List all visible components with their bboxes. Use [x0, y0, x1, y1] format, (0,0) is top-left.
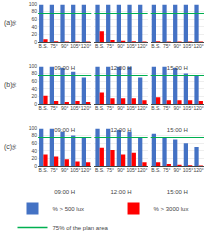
svg-text:75°: 75° [50, 43, 58, 49]
svg-text:%: % [11, 20, 17, 26]
svg-text:120°: 120° [193, 167, 203, 173]
svg-text:75°: 75° [50, 105, 58, 111]
svg-text:90°: 90° [174, 43, 182, 49]
svg-text:100: 100 [29, 1, 38, 7]
svg-text:105°: 105° [70, 167, 80, 173]
svg-text:%: % [11, 144, 17, 150]
svg-text:20: 20 [31, 93, 37, 99]
svg-text:60: 60 [31, 78, 37, 84]
svg-text:105°: 105° [70, 105, 80, 111]
svg-text:20: 20 [31, 31, 37, 37]
svg-text:100: 100 [29, 63, 38, 69]
svg-text:80: 80 [31, 132, 37, 138]
svg-text:B.S.: B.S. [95, 105, 104, 111]
svg-text:75% of the plan area: 75% of the plan area [53, 225, 109, 231]
svg-text:20: 20 [31, 155, 37, 161]
svg-text:15:00 H: 15:00 H [167, 65, 188, 71]
svg-text:75°: 75° [107, 167, 115, 173]
svg-text:B.S.: B.S. [151, 105, 160, 111]
svg-text:15:00 H: 15:00 H [167, 127, 188, 133]
svg-text:75°: 75° [107, 43, 115, 49]
svg-text:12:00 H: 12:00 H [110, 65, 131, 71]
svg-text:90°: 90° [117, 43, 125, 49]
svg-text:105°: 105° [126, 167, 136, 173]
svg-text:B.S.: B.S. [39, 43, 48, 49]
svg-text:90°: 90° [61, 167, 69, 173]
svg-text:105°: 105° [183, 43, 193, 49]
svg-text:80: 80 [31, 8, 37, 14]
svg-text:120°: 120° [193, 105, 203, 111]
svg-text:0: 0 [34, 39, 37, 45]
svg-text:75°: 75° [163, 167, 171, 173]
svg-text:B.S.: B.S. [95, 43, 104, 49]
svg-text:75°: 75° [163, 105, 171, 111]
svg-text:90°: 90° [61, 43, 69, 49]
svg-text:75°: 75° [163, 43, 171, 49]
svg-text:09:00 H: 09:00 H [54, 65, 75, 71]
svg-text:(c): (c) [4, 143, 12, 151]
svg-text:100: 100 [29, 125, 38, 131]
svg-text:80: 80 [31, 70, 37, 76]
svg-text:B.S.: B.S. [39, 105, 48, 111]
svg-text:105°: 105° [126, 43, 136, 49]
svg-text:105°: 105° [183, 167, 193, 173]
svg-text:09:00 H: 09:00 H [54, 189, 75, 195]
svg-text:B.S.: B.S. [151, 167, 160, 173]
svg-text:90°: 90° [174, 105, 182, 111]
svg-text:120°: 120° [137, 167, 147, 173]
svg-text:60: 60 [31, 16, 37, 22]
svg-text:90°: 90° [174, 167, 182, 173]
svg-text:90°: 90° [61, 105, 69, 111]
svg-text:75°: 75° [50, 167, 58, 173]
svg-text:(a): (a) [4, 19, 13, 27]
svg-text:09:00 H: 09:00 H [54, 127, 75, 133]
svg-text:0: 0 [34, 163, 37, 169]
svg-text:% > 500 lux: % > 500 lux [53, 206, 85, 212]
svg-text:120°: 120° [81, 43, 91, 49]
svg-text:B.S.: B.S. [95, 167, 104, 173]
svg-text:40: 40 [31, 86, 37, 92]
svg-text:120°: 120° [81, 167, 91, 173]
svg-text:40: 40 [31, 24, 37, 30]
svg-text:12:00 H: 12:00 H [110, 127, 131, 133]
svg-text:(b): (b) [4, 81, 13, 89]
svg-text:12:00 H: 12:00 H [110, 189, 131, 195]
svg-text:75°: 75° [107, 105, 115, 111]
svg-text:120°: 120° [137, 105, 147, 111]
svg-text:90°: 90° [117, 105, 125, 111]
svg-text:120°: 120° [137, 43, 147, 49]
svg-text:105°: 105° [70, 43, 80, 49]
svg-text:B.S.: B.S. [39, 167, 48, 173]
svg-text:40: 40 [31, 148, 37, 154]
svg-text:60: 60 [31, 140, 37, 146]
svg-text:% > 3000 lux: % > 3000 lux [154, 206, 189, 212]
svg-text:15:00 H: 15:00 H [167, 189, 188, 195]
svg-text:90°: 90° [117, 167, 125, 173]
svg-text:0: 0 [34, 101, 37, 107]
svg-text:105°: 105° [126, 105, 136, 111]
svg-text:120°: 120° [81, 105, 91, 111]
svg-text:B.S.: B.S. [151, 43, 160, 49]
svg-text:120°: 120° [193, 43, 203, 49]
svg-text:%: % [11, 82, 17, 88]
svg-text:105°: 105° [183, 105, 193, 111]
